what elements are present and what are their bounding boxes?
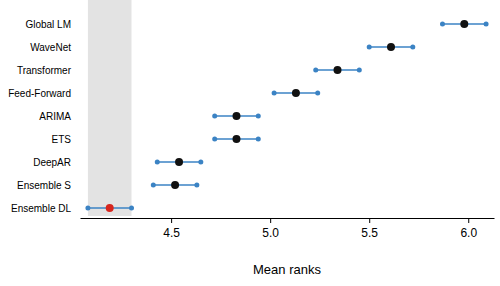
interval-end xyxy=(357,68,362,73)
mean-point xyxy=(334,66,342,74)
y-tick-label: Ensemble DL xyxy=(11,203,71,214)
y-tick: Ensemble DL xyxy=(11,203,71,214)
chart: 4.5 5.0 5.5 6.0 Global LM WaveNet Transformer F… xyxy=(0,0,500,286)
y-tick: WaveNet xyxy=(30,42,71,53)
y-tick: ETS xyxy=(52,134,72,145)
y-tick: Transformer xyxy=(17,65,72,76)
x-tick-label: 6.0 xyxy=(460,226,477,240)
y-tick-label: Feed-Forward xyxy=(8,88,71,99)
interval-end xyxy=(315,91,320,96)
x-tick-label: 5.0 xyxy=(262,226,279,240)
y-tick-label: Transformer xyxy=(17,65,72,76)
interval-end xyxy=(198,160,203,165)
y-tick-label: Global LM xyxy=(25,19,71,30)
y-tick: Ensemble S xyxy=(17,180,71,191)
interval-end xyxy=(129,206,134,211)
y-tick-label: Ensemble S xyxy=(17,180,71,191)
plot-area xyxy=(85,0,488,216)
interval-end xyxy=(256,137,261,142)
mean-point xyxy=(460,20,468,28)
x-axis-line xyxy=(81,218,495,219)
x-tick-mark xyxy=(468,218,469,223)
interval-end xyxy=(151,183,156,188)
x-axis: 4.5 5.0 5.5 6.0 xyxy=(81,218,495,240)
x-tick: 5.0 xyxy=(262,218,279,240)
interval-end xyxy=(484,22,489,27)
y-axis: Global LM WaveNet Transformer Feed-Forward A… xyxy=(8,19,71,214)
x-tick: 4.5 xyxy=(163,218,180,240)
x-tick: 6.0 xyxy=(460,218,477,240)
y-tick-label: ARIMA xyxy=(39,111,71,122)
y-tick-label: ETS xyxy=(52,134,72,145)
interval-end xyxy=(155,160,160,165)
x-tick-mark xyxy=(270,218,271,223)
mean-point xyxy=(106,204,114,212)
y-tick: ARIMA xyxy=(39,111,71,122)
interval-end xyxy=(313,68,318,73)
mean-point xyxy=(387,43,395,51)
x-tick-mark xyxy=(369,218,370,223)
interval-end xyxy=(367,45,372,50)
interval-end xyxy=(440,22,445,27)
x-tick: 5.5 xyxy=(361,218,378,240)
interval-end xyxy=(194,183,199,188)
interval-end xyxy=(85,206,90,211)
interval-end xyxy=(212,114,217,119)
interval-end xyxy=(212,137,217,142)
highlight-band xyxy=(88,0,132,216)
x-tick-mark xyxy=(171,218,172,223)
mean-point xyxy=(171,181,179,189)
x-axis-title: Mean ranks xyxy=(253,262,321,277)
interval-end xyxy=(256,114,261,119)
mean-point xyxy=(232,135,240,143)
mean-point xyxy=(292,89,300,97)
y-tick: Global LM xyxy=(25,19,71,30)
interval-end xyxy=(272,91,277,96)
y-tick: DeepAR xyxy=(33,157,71,168)
y-tick-label: WaveNet xyxy=(30,42,71,53)
x-tick-label: 5.5 xyxy=(361,226,378,240)
y-tick: Feed-Forward xyxy=(8,88,71,99)
interval-end xyxy=(410,45,415,50)
mean-point xyxy=(232,112,240,120)
mean-point xyxy=(175,158,183,166)
x-tick-label: 4.5 xyxy=(163,226,180,240)
y-tick-label: DeepAR xyxy=(33,157,71,168)
